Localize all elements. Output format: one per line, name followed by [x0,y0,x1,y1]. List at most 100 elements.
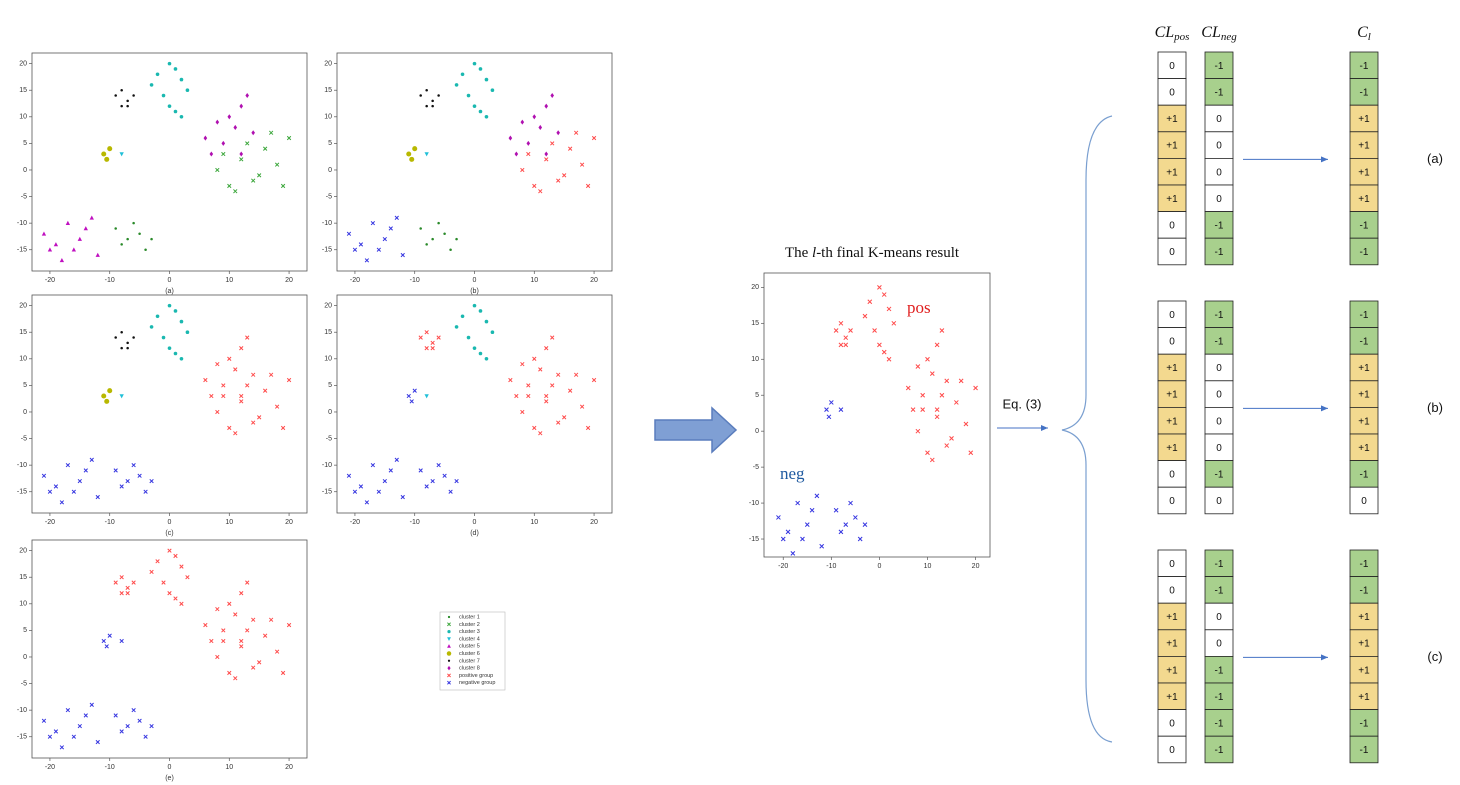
x-marker [370,462,376,468]
cell-value: +1 [1358,665,1370,676]
column-header: CLneg [1201,24,1237,43]
diamond-marker [544,151,549,157]
panel-caption: (c) [165,530,173,537]
diamond-marker [203,135,208,141]
point [185,330,190,335]
x-marker [113,580,118,585]
cell [1349,237,1379,266]
x-tick-label: 20 [972,563,980,570]
cell-value: -1 [1360,247,1369,258]
x-marker [119,575,124,580]
x-marker [862,313,868,319]
x-marker [262,388,268,393]
cell [1204,211,1234,239]
x-marker [376,489,382,494]
x-marker [968,450,974,456]
x-marker [65,462,71,468]
x-tick-label: 10 [225,277,233,284]
point [437,221,440,225]
x-marker [161,580,166,585]
cell-value: 0 [1216,443,1222,454]
x-marker [573,372,579,377]
cell-value: -1 [1215,559,1224,570]
x-marker [280,183,286,189]
cell [1157,629,1187,657]
x-marker [233,612,238,617]
x-marker [245,141,250,146]
brace [1061,115,1113,743]
y-tick-label: 0 [23,167,27,174]
cell-value: +1 [1358,639,1370,650]
cell [1204,184,1234,213]
point [437,94,440,97]
x-tick-label: -20 [350,519,360,526]
cell-value: 0 [1169,247,1175,258]
cell-value: 0 [1216,114,1222,125]
y-tick-label: 15 [324,87,332,94]
x-marker [544,393,549,399]
x-marker [274,404,280,409]
x-marker [424,330,429,335]
cell [1204,380,1234,408]
result-title: The l-th final K-means result [785,245,960,261]
diamond-marker [532,114,537,120]
x-marker [251,617,256,622]
y-tick-label: -10 [17,220,27,227]
cell [1204,433,1234,462]
x-marker [520,409,525,415]
x-marker [209,393,214,399]
header-base: CL [1155,24,1175,41]
x-marker [447,680,451,685]
cell-value: 0 [1216,416,1222,427]
point [114,94,117,97]
x-marker [963,421,969,427]
y-tick-label: -15 [17,247,27,254]
cell-value: -1 [1360,719,1369,730]
x-tick-label: -10 [105,519,115,526]
x-marker [833,328,839,333]
cell [1204,709,1234,737]
x-marker [591,377,597,383]
x-marker [532,356,537,361]
triangle-marker [447,644,451,648]
x-marker [71,489,77,494]
cell [1349,460,1379,488]
neg-label: neg [780,464,805,483]
panel-caption: (e) [165,775,174,782]
point [120,104,123,108]
x-marker [71,734,77,739]
x-tick-label: -20 [45,277,55,284]
cell-value: +1 [1358,443,1370,454]
group-label: (c) [1427,649,1442,664]
point [114,227,117,230]
point [114,336,117,339]
point [425,104,428,108]
x-marker [65,707,71,713]
cell [1204,629,1234,657]
x-marker [215,167,220,173]
x-marker [239,399,244,404]
x-marker [233,367,238,372]
x-marker [280,425,286,431]
cell-value: +1 [1166,665,1178,676]
triangle-marker [47,247,53,252]
point [454,83,459,87]
cell-value: +1 [1358,416,1370,427]
header-sub: neg [1221,31,1237,43]
plot-frame [31,52,308,272]
x-marker [934,342,940,348]
y-tick-label: 5 [23,627,27,634]
cell-value: -1 [1215,247,1224,258]
x-marker [382,236,387,242]
cell-value: 0 [1216,363,1222,374]
x-marker [790,551,796,556]
point [120,243,123,246]
x-marker [167,548,172,553]
x-marker [215,606,220,612]
point [431,237,434,241]
cell-value: +1 [1358,167,1370,178]
point [173,351,178,356]
x-marker [239,346,244,351]
legend-label: cluster 6 [459,651,480,657]
